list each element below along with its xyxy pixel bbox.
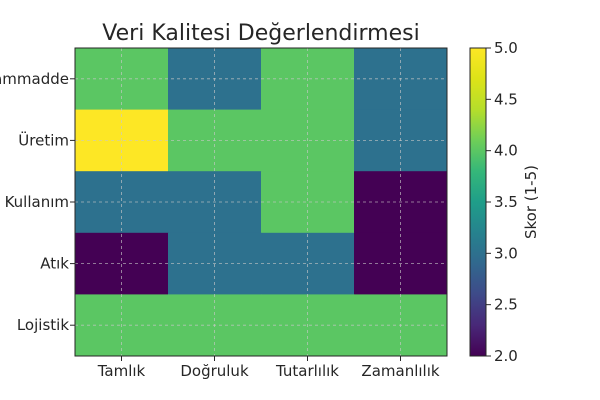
colorbar-tick-label: 2.0 <box>494 347 518 365</box>
x-tick-label: Tutarlılık <box>275 362 339 380</box>
x-axis: Tamlık Doğruluk Tutarlılık Zamanlılık <box>97 356 440 380</box>
y-tick-label: Atık <box>40 255 69 273</box>
colorbar-tick-label: 3.5 <box>494 193 518 211</box>
colorbar: 2.0 2.5 3.0 3.5 4.0 4.5 5.0 Skor (1-5) <box>469 39 540 365</box>
colorbar-tick-label: 5.0 <box>494 39 518 57</box>
colorbar-gradient <box>469 47 487 357</box>
colorbar-tick-label: 2.5 <box>494 296 518 314</box>
grid-lines <box>75 48 447 356</box>
x-tick-label: Tamlık <box>97 362 146 380</box>
colorbar-label: Skor (1-5) <box>522 165 540 239</box>
x-tick-label: Doğruluk <box>180 362 249 380</box>
y-tick-label: Lojistik <box>17 316 69 334</box>
chart-title: Veri Kalitesi Değerlendirmesi <box>102 21 419 46</box>
y-axis: Hammadde Üretim Kullanım Atık Lojistik <box>0 70 75 334</box>
colorbar-tick-label: 3.0 <box>494 244 518 262</box>
colorbar-tick-label: 4.5 <box>494 90 518 108</box>
y-tick-label: Üretim <box>18 130 69 149</box>
colorbar-tick-label: 4.0 <box>494 142 518 160</box>
x-tick-label: Zamanlılık <box>361 362 439 380</box>
y-tick-label: Kullanım <box>5 193 69 211</box>
y-tick-label: Hammadde <box>0 70 69 88</box>
colorbar-ticks: 2.0 2.5 3.0 3.5 4.0 4.5 5.0 <box>486 39 518 365</box>
